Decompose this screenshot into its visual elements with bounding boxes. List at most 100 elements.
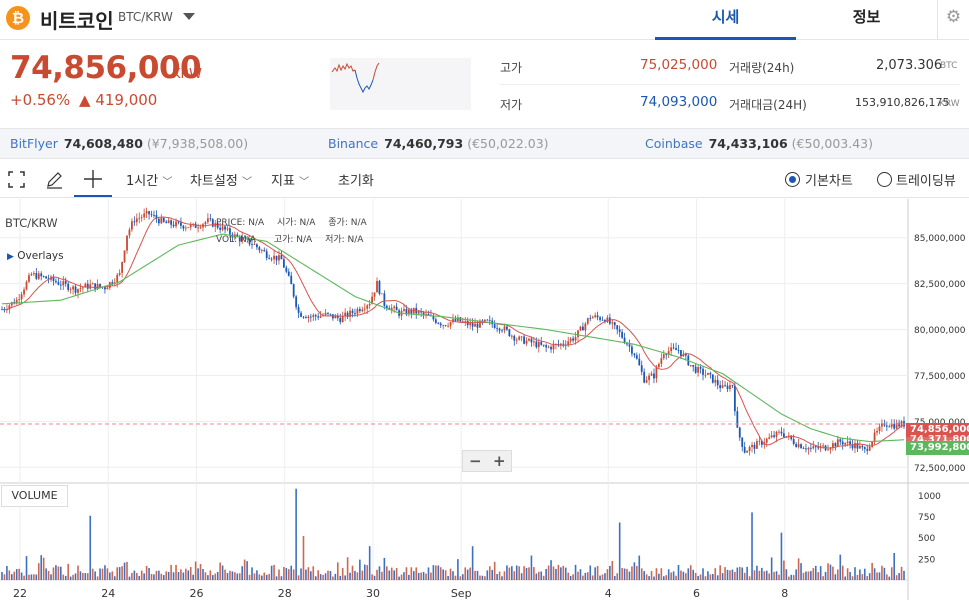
chart-settings-menu[interactable]: 차트설정 ﹀	[190, 174, 252, 189]
gear-icon[interactable]: ⚙	[937, 0, 969, 40]
volume-bar	[604, 573, 606, 580]
volume-bar	[155, 570, 158, 580]
candle	[55, 280, 57, 283]
volume-bar	[564, 567, 567, 580]
candle	[209, 218, 212, 220]
exchange-coinbase[interactable]: Coinbase 74,433,106 (€50,003.43)	[645, 136, 873, 151]
candle	[702, 368, 704, 375]
exchange-bitflyer[interactable]: BitFlyer 74,608,480 (¥7,938,508.00)	[10, 136, 249, 151]
volume-bar	[878, 572, 881, 580]
candle	[469, 323, 472, 326]
candle	[356, 309, 359, 314]
volume-bar	[542, 575, 545, 580]
volume-bar	[18, 568, 20, 580]
candle	[150, 214, 153, 216]
volume-bar	[339, 575, 342, 580]
volume-bar	[148, 568, 150, 580]
pencil-icon[interactable]	[45, 171, 63, 189]
candle	[621, 331, 624, 338]
volume-bar	[685, 573, 687, 580]
tradingview-radio[interactable]	[877, 172, 892, 187]
volume-bar	[895, 575, 898, 580]
candle	[275, 255, 278, 261]
reset-button[interactable]: 초기화	[338, 174, 374, 189]
candle	[638, 358, 641, 366]
candle	[721, 385, 724, 388]
candle	[680, 350, 682, 356]
volume-bar	[731, 569, 734, 580]
basic-chart-radio[interactable]	[785, 172, 800, 187]
candle	[45, 276, 48, 279]
volume-bar	[265, 574, 268, 580]
exchange-binance[interactable]: Binance 74,460,793 (€50,022.03)	[328, 136, 549, 151]
volume-bar	[417, 573, 420, 580]
interval-select[interactable]: 1시간 ﹀	[126, 174, 173, 189]
volume-bar	[761, 567, 763, 580]
volume-bar	[214, 573, 217, 580]
candle	[140, 217, 143, 219]
candle	[270, 258, 273, 260]
candle	[383, 293, 386, 306]
volume-bar	[314, 576, 317, 580]
volume-bar	[319, 574, 322, 580]
volume-bar	[611, 561, 614, 580]
candle	[206, 218, 209, 223]
candle	[746, 451, 749, 453]
crosshair-tool[interactable]	[74, 160, 112, 197]
volume-bar	[886, 574, 888, 580]
overlays-toggle[interactable]: ▶ Overlays	[7, 250, 64, 262]
zoom-in-button[interactable]: +	[493, 452, 506, 470]
price-chart[interactable]: 85,000,000 82,500,000 80,000,000 77,500,000…	[0, 199, 969, 600]
chart-canvas[interactable]: 85,000,000 82,500,000 80,000,000 77,500,000…	[0, 199, 969, 600]
indicators-menu[interactable]: 지표 ﹀	[271, 174, 310, 189]
candle	[248, 238, 251, 245]
coin-dropdown-chevron-icon[interactable]	[183, 13, 195, 20]
volume-bar	[613, 576, 616, 580]
candle	[851, 444, 854, 449]
candle	[221, 226, 224, 230]
price-change: +0.56% ▲ 419,000	[10, 91, 157, 109]
candle	[466, 321, 469, 326]
candle	[187, 227, 190, 229]
tab-info[interactable]: 정보	[852, 8, 881, 26]
candle	[94, 283, 97, 290]
trade-value-unit: KRW	[939, 99, 960, 109]
volume-bar	[60, 566, 62, 580]
volume-bar	[300, 568, 302, 580]
volume-bar	[101, 568, 104, 580]
candle	[214, 223, 217, 227]
candle	[618, 329, 621, 332]
candle	[893, 423, 896, 429]
volume-bar	[712, 573, 714, 580]
volume-bar	[626, 568, 628, 580]
candle	[84, 283, 87, 288]
zoom-out-button[interactable]: −	[469, 452, 482, 470]
volume-bar	[430, 572, 432, 580]
volume-bar	[515, 565, 518, 580]
fullscreen-icon[interactable]	[8, 171, 25, 188]
candle	[238, 236, 241, 242]
volume-bar	[209, 570, 212, 580]
candle	[437, 322, 440, 324]
volume-bar	[849, 572, 851, 580]
volume-bar	[743, 572, 746, 580]
trade-value: 153,910,826,175	[855, 96, 950, 109]
candle	[251, 244, 253, 246]
volume-bar	[180, 569, 182, 580]
volume-bar	[861, 574, 864, 580]
volume-bar	[6, 566, 8, 580]
tab-price[interactable]: 시세	[655, 0, 796, 40]
volume-bar	[650, 571, 653, 580]
candle	[427, 313, 430, 316]
candle	[219, 227, 222, 230]
volume-bar	[74, 573, 77, 580]
change-amount: ▲ 419,000	[79, 91, 158, 109]
candle	[832, 443, 834, 449]
volume-bar	[491, 569, 494, 580]
volume-bar	[591, 575, 594, 580]
volume-bar	[819, 566, 822, 580]
volume-bar	[136, 572, 138, 580]
candle	[518, 336, 521, 340]
volume-bar	[768, 573, 770, 580]
candle	[72, 286, 74, 290]
